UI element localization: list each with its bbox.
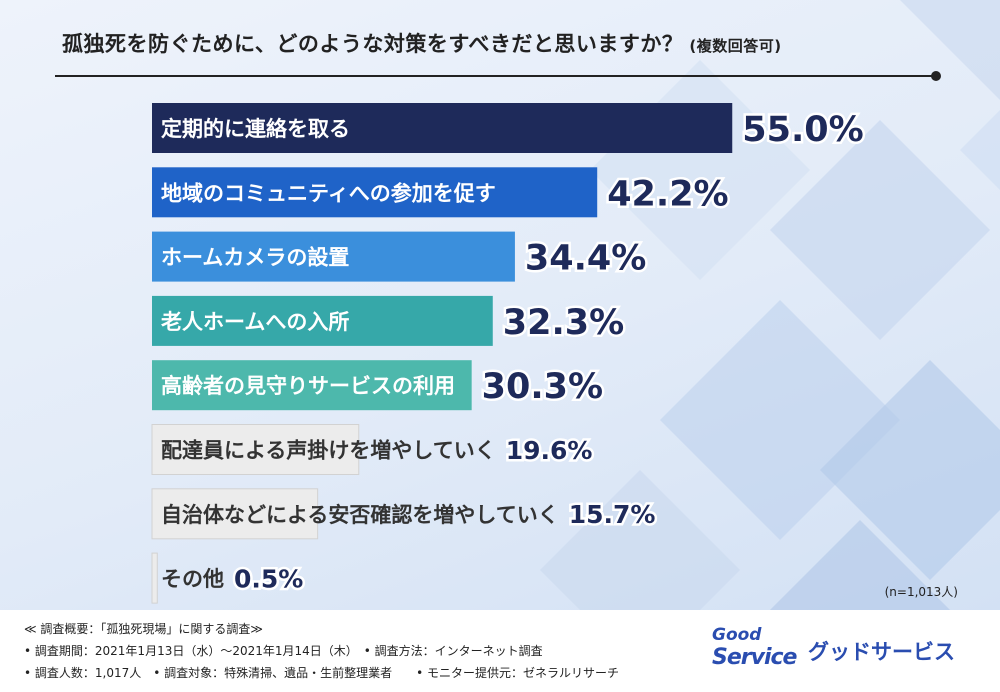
- title-underline-dot: [931, 71, 941, 81]
- bar-8: [151, 552, 158, 604]
- bar-value-4: 32.3%: [503, 303, 624, 343]
- logo-service-text: Service: [712, 645, 797, 670]
- bar-value-6: 19.6%: [506, 436, 593, 465]
- bar-label-5: 高齢者の見守りサービスの利用: [161, 374, 455, 398]
- chart-title-text: 孤独死を防ぐために、どのような対策をすべきだと思いますか？: [62, 32, 684, 56]
- brand-logo: Good Service: [712, 625, 802, 673]
- background-decoration: [540, 0, 1000, 610]
- bar-6: [151, 424, 360, 475]
- survey-summary-heading: ≪ 調査概要：「孤独死現場」に関する調査≫: [24, 622, 263, 636]
- chart-panel: 孤独死を防ぐために、どのような対策をすべきだと思いますか？ (複数回答可) 定期的…: [0, 0, 1000, 610]
- chart-title: 孤独死を防ぐために、どのような対策をすべきだと思いますか？ (複数回答可): [62, 28, 782, 58]
- footer: ≪ 調査概要：「孤独死現場」に関する調査≫ • 調査期間：2021年1月13日（…: [0, 610, 1000, 692]
- bar-label-1: 定期的に連絡を取る: [161, 117, 350, 141]
- bar-chart: 定期的に連絡を取る 55.0% 地域のコミュニティへの参加を促す 42.2% ホームカメ…: [151, 103, 864, 604]
- bar-value-3: 34.4%: [525, 239, 646, 279]
- bar-label-2: 地域のコミュニティへの参加を促す: [161, 181, 496, 205]
- bar-2: [152, 167, 598, 218]
- bar-label-3: ホームカメラの設置: [161, 246, 349, 270]
- bar-value-5: 30.3%: [482, 367, 603, 407]
- bar-value-1: 55.0%: [742, 110, 863, 150]
- title-underline: [55, 75, 937, 77]
- bar-3: [152, 231, 515, 282]
- bar-value-7: 15.7%: [569, 500, 656, 529]
- bar-label-8: その他: [161, 567, 224, 591]
- bar-label-4: 老人ホームへの入所: [161, 310, 349, 334]
- chart-title-note: (複数回答可): [689, 37, 782, 55]
- sample-size-note: (n=1,013人): [884, 585, 958, 599]
- survey-period-method: • 調査期間：2021年1月13日（水）～2021年1月14日（木） • 調査方…: [24, 644, 543, 658]
- brand-name: グッドサービス: [808, 640, 955, 664]
- bar-value-2: 42.2%: [607, 174, 728, 214]
- bar-1: [152, 103, 733, 153]
- bar-label-6: 配達員による声掛けを増やしていく: [161, 439, 496, 463]
- bar-5: [152, 360, 472, 411]
- bar-7: [151, 488, 319, 540]
- survey-count-target-provider: • 調査人数：1,017人 • 調査対象：特殊清掃、遺品・生前整理業者 • モニ…: [24, 666, 620, 680]
- bar-4: [152, 295, 493, 346]
- bar-label-7: 自治体などによる安否確認を増やしていく: [161, 503, 559, 527]
- logo-good-text: Good: [712, 625, 762, 645]
- bar-value-8: 0.5%: [234, 564, 303, 593]
